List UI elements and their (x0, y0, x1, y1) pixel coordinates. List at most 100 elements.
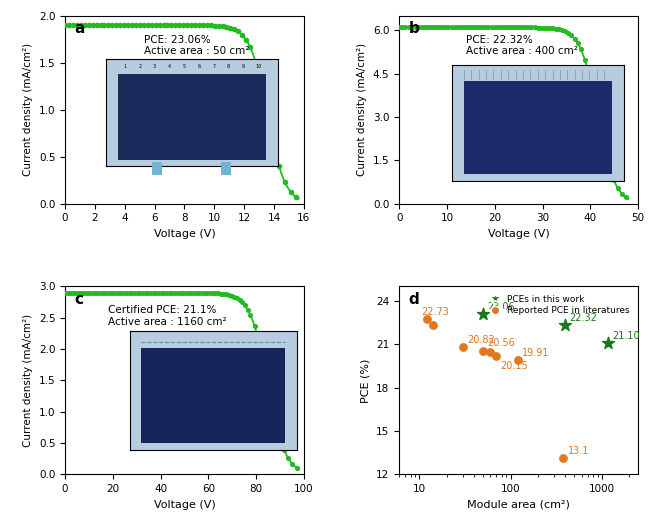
Point (563, 29, 574, 37)
Point (241, 35, 251, 44)
Point (198, 21, 208, 30)
Point (107, 21, 118, 30)
Point (150, 21, 161, 30)
Point (526, 23, 536, 32)
Point (158, 21, 169, 30)
Point (266, 398, 277, 406)
Point (478, 346, 488, 355)
Point (127, 21, 137, 30)
Point (194, 21, 204, 30)
Point (511, 23, 521, 32)
Point (452, 23, 463, 32)
Point (492, 352, 502, 360)
Point (68, 288, 78, 297)
Point (560, 27, 570, 36)
Point (221, 290, 231, 298)
Point (146, 288, 156, 297)
Point (440, 23, 450, 32)
Point (143, 21, 153, 30)
Y-axis label: Current density (mA/cm²): Current density (mA/cm²) (23, 314, 33, 447)
Point (477, 23, 488, 32)
Point (237, 31, 247, 39)
Point (480, 23, 491, 32)
Point (76, 21, 86, 30)
Text: 23.06: 23.06 (488, 302, 515, 313)
Point (159, 288, 170, 297)
Point (279, 178, 290, 186)
Point (202, 21, 212, 30)
Point (208, 289, 218, 297)
Point (508, 23, 518, 32)
Point (113, 288, 124, 297)
Point (215, 289, 226, 298)
Point (181, 288, 191, 297)
Point (143, 288, 154, 297)
Point (285, 188, 296, 196)
Point (130, 288, 140, 297)
Point (64, 21, 74, 30)
Point (117, 288, 127, 297)
Point (229, 25, 240, 33)
Text: 20.82: 20.82 (467, 335, 495, 345)
Point (512, 356, 523, 364)
Text: 22.73: 22.73 (421, 307, 449, 317)
Point (465, 23, 475, 32)
Point (447, 23, 457, 32)
Point (604, 164, 615, 172)
Point (178, 21, 188, 30)
Point (397, 23, 408, 32)
Point (462, 23, 472, 32)
Point (186, 288, 197, 297)
Point (409, 23, 420, 32)
Point (413, 23, 423, 32)
Point (156, 288, 167, 297)
Point (87, 21, 98, 30)
Text: PCE: 23.06%
Active area : 50 cm²: PCE: 23.06% Active area : 50 cm² (144, 35, 249, 56)
Point (108, 288, 118, 297)
Point (213, 289, 223, 298)
Point (60, 21, 70, 30)
Point (551, 25, 561, 33)
Point (600, 149, 611, 157)
Point (165, 288, 175, 297)
Point (275, 433, 285, 442)
Point (262, 377, 272, 385)
Point (141, 288, 151, 297)
Point (135, 21, 145, 30)
Point (547, 24, 558, 33)
Text: PCE: 22.32%
Active area : 400 cm²: PCE: 22.32% Active area : 400 cm² (466, 35, 578, 56)
Point (234, 296, 245, 304)
Point (115, 21, 126, 30)
Y-axis label: PCE (%): PCE (%) (361, 358, 371, 403)
Point (233, 27, 243, 36)
Point (292, 464, 302, 472)
Point (283, 454, 294, 463)
X-axis label: Voltage (V): Voltage (V) (154, 229, 215, 239)
Point (570, 34, 580, 43)
Point (65, 288, 76, 297)
Point (291, 193, 301, 201)
Point (258, 355, 268, 364)
X-axis label: Module area (cm²): Module area (cm²) (467, 500, 570, 510)
Point (79, 288, 89, 297)
Point (74, 288, 84, 297)
Point (533, 23, 543, 32)
Point (210, 22, 220, 30)
Point (561, 321, 571, 329)
Text: 20.15: 20.15 (501, 361, 529, 371)
Point (221, 23, 232, 31)
Point (596, 130, 607, 138)
Point (194, 288, 204, 297)
Point (613, 184, 623, 192)
Text: b: b (409, 22, 420, 36)
Point (237, 298, 247, 306)
Point (584, 70, 594, 79)
Point (529, 23, 540, 32)
Point (602, 338, 613, 347)
Point (251, 58, 261, 67)
Point (471, 23, 481, 32)
Point (119, 21, 130, 30)
Point (428, 320, 438, 329)
Point (123, 21, 133, 30)
Point (186, 21, 196, 30)
